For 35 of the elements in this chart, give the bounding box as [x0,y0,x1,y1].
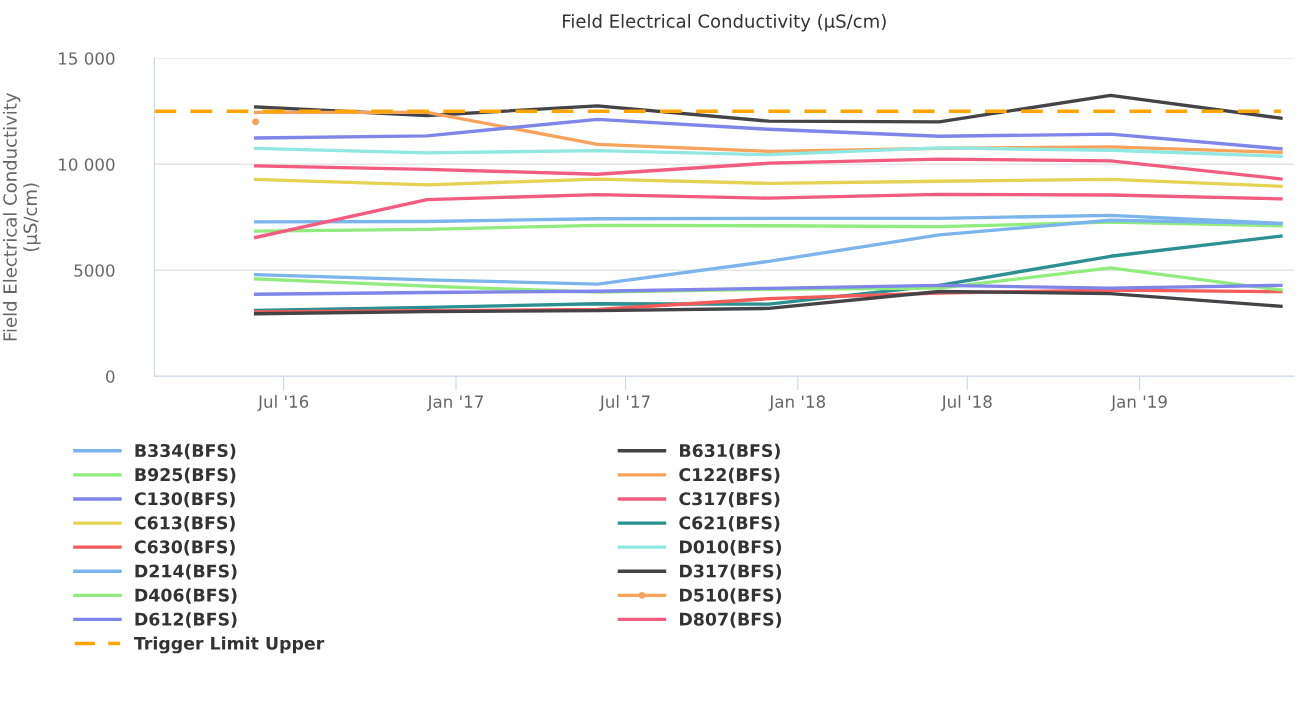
chart-title: Field Electrical Conductivity (µS/cm) [563,13,886,32]
x-tick-label: Jul '17 [599,395,650,412]
x-tick-label: Jul '18 [940,395,992,412]
legend-label: C130(BFS) [134,491,235,508]
y-tick-label: 15 000 [59,52,115,65]
line-series [253,177,1283,188]
y-axis-title: Field Electrical Conductivity (µS/cm) [2,92,41,341]
legend-label: C317(BFS) [679,491,780,508]
x-tick-label: Jul '16 [257,395,309,412]
legend-label: D612(BFS) [135,612,237,628]
legend-label: B925(BFS) [135,467,236,484]
line-series [253,283,1283,296]
legend-label: C613(BFS) [134,515,235,532]
legend-label: C122(BFS) [679,467,780,484]
legend-label: D406(BFS) [135,588,237,604]
x-tick-label: Jan '19 [1110,395,1167,412]
legend-label: B334(BFS) [135,443,236,460]
legend-label: Trigger Limit Upper [133,636,325,654]
y-tick-label: 5000 [74,264,115,277]
line-series [253,146,1283,158]
line-series [253,220,1283,233]
legend-label: C630(BFS) [134,540,235,556]
x-tick-label: Jan '18 [768,395,826,412]
line-series [253,157,1283,181]
line-series [253,117,1283,151]
legend-label: D807(BFS) [680,612,782,628]
legend-label: B631(BFS) [680,443,780,460]
y-tick-label: 0 [106,370,115,383]
legend-label: D510(BFS) [680,588,782,604]
legend-label: D214(BFS) [135,564,237,580]
legend-label: D010(BFS) [680,540,782,556]
legend-label: D317(BFS) [680,564,782,580]
x-tick-label: Jan '17 [426,395,483,412]
legend-label: C621(BFS) [679,515,780,532]
y-tick-label: 10 000 [59,158,115,171]
